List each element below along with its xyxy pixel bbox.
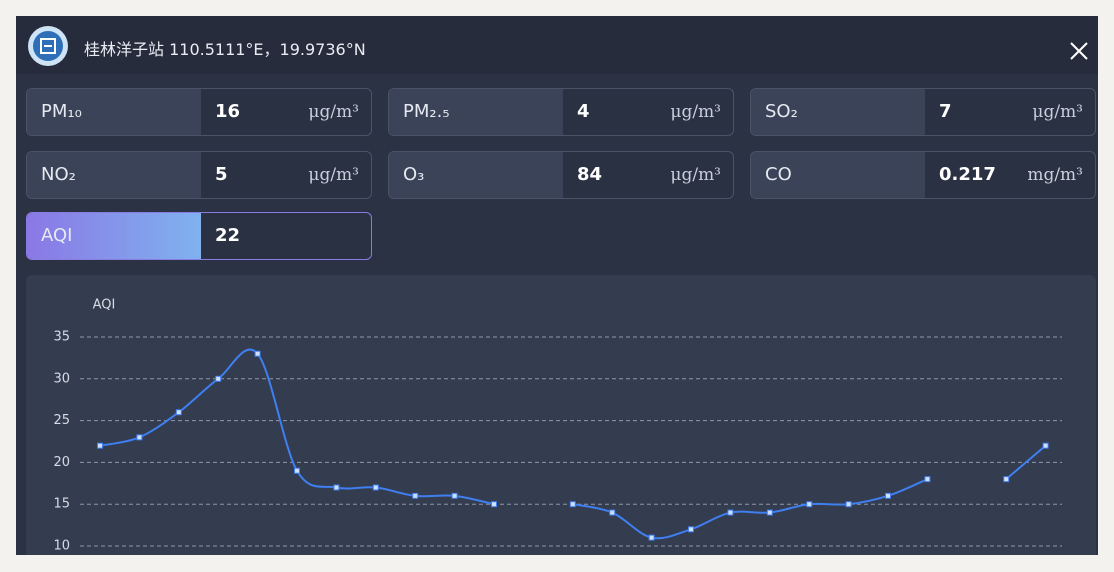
data-point bbox=[688, 526, 694, 533]
reading-card: CO 0.217 mg/m³ bbox=[750, 151, 1096, 199]
header: 桂林洋子站 110.5111°E，19.9736°N bbox=[16, 16, 1098, 74]
aqi-label: AQI bbox=[27, 213, 201, 259]
station-icon bbox=[28, 26, 68, 66]
reading-unit: μg/m³ bbox=[308, 165, 359, 185]
data-point bbox=[806, 501, 813, 508]
chart: AQI 10 15 20 25 30 35 bbox=[53, 298, 1062, 554]
data-point bbox=[1003, 476, 1010, 483]
aqi-card: AQI 22 bbox=[26, 212, 372, 260]
data-point bbox=[727, 509, 734, 516]
data-point bbox=[609, 509, 616, 516]
data-point bbox=[97, 442, 103, 449]
reading-label: PM₂.₅ bbox=[389, 89, 563, 135]
data-point bbox=[372, 484, 379, 491]
chart-area: AQI 10 15 20 25 30 35 bbox=[26, 275, 1096, 555]
data-point bbox=[1042, 442, 1049, 449]
reading-label: O₃ bbox=[389, 152, 563, 198]
data-point bbox=[924, 476, 931, 483]
y-axis-label: AQI bbox=[93, 298, 116, 313]
reading-card: SO₂ 7 μg/m³ bbox=[750, 88, 1096, 136]
data-point bbox=[175, 409, 182, 416]
y-tick-label: 15 bbox=[53, 497, 70, 512]
data-point bbox=[136, 434, 143, 441]
reading-value: 84 bbox=[577, 164, 603, 185]
aqi-line bbox=[99, 348, 1047, 540]
station-title: 桂林洋子站 110.5111°E，19.9736°N bbox=[84, 40, 366, 59]
reading-card: PM₂.₅ 4 μg/m³ bbox=[388, 88, 734, 136]
reading-unit: mg/m³ bbox=[1027, 165, 1083, 185]
reading-value: 16 bbox=[215, 101, 241, 122]
aqi-value: 22 bbox=[215, 225, 241, 246]
close-button[interactable] bbox=[1068, 40, 1092, 64]
reading-value: 5 bbox=[215, 164, 228, 185]
data-point bbox=[491, 501, 497, 508]
data-point bbox=[412, 492, 419, 499]
y-tick-label: 25 bbox=[53, 413, 70, 428]
station-panel: 桂林洋子站 110.5111°E，19.9736°N PM₁₀ 16 μg/m³ PM… bbox=[16, 16, 1098, 555]
data-point bbox=[294, 467, 300, 474]
reading-value: 7 bbox=[939, 101, 952, 122]
data-point bbox=[569, 501, 576, 508]
y-tick-label: 10 bbox=[53, 539, 70, 554]
data-point bbox=[333, 484, 340, 491]
data-point bbox=[885, 492, 891, 499]
y-tick-label: 30 bbox=[53, 371, 70, 386]
reading-unit: μg/m³ bbox=[1032, 102, 1083, 122]
reading-label: CO bbox=[751, 152, 925, 198]
data-point bbox=[254, 350, 261, 357]
data-point bbox=[766, 509, 773, 516]
reading-label: NO₂ bbox=[27, 152, 201, 198]
reading-value: 4 bbox=[577, 101, 590, 122]
reading-value: 0.217 bbox=[939, 164, 996, 185]
data-point bbox=[451, 492, 458, 499]
reading-card: NO₂ 5 μg/m³ bbox=[26, 151, 372, 199]
reading-unit: μg/m³ bbox=[670, 165, 721, 185]
reading-unit: μg/m³ bbox=[670, 102, 721, 122]
data-point bbox=[845, 501, 852, 508]
reading-label: SO₂ bbox=[751, 89, 925, 135]
data-point bbox=[215, 375, 222, 382]
reading-card: O₃ 84 μg/m³ bbox=[388, 151, 734, 199]
reading-unit: μg/m³ bbox=[308, 102, 359, 122]
y-tick-label: 35 bbox=[53, 330, 70, 345]
y-tick-label: 20 bbox=[53, 455, 70, 470]
data-point bbox=[648, 534, 655, 541]
reading-card: PM₁₀ 16 μg/m³ bbox=[26, 88, 372, 136]
reading-label: PM₁₀ bbox=[27, 89, 201, 135]
